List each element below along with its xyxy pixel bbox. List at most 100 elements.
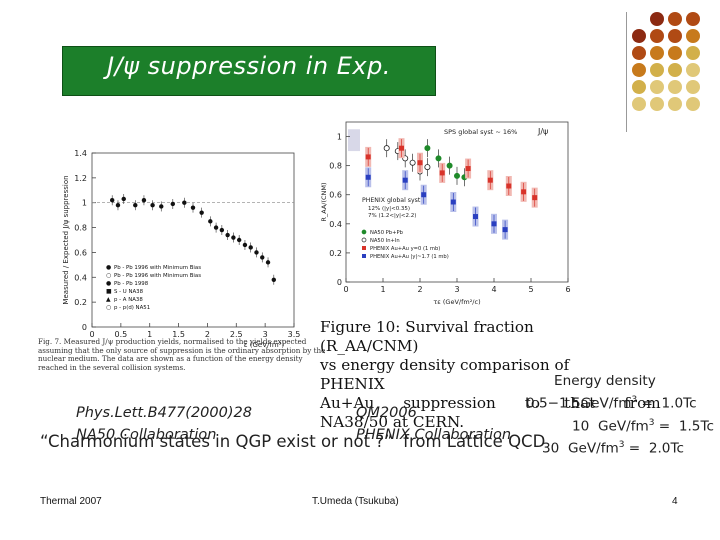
y-tick-label: 0.6 (329, 191, 342, 200)
data-point (487, 177, 493, 183)
x-tick-label: 5 (528, 285, 533, 294)
data-point (473, 214, 478, 220)
x-tick-label: 4 (491, 285, 496, 294)
y-axis-label: Measured / Expected J/ψ suppression (62, 175, 70, 304)
data-point (159, 204, 164, 209)
data-point (213, 225, 219, 230)
y-tick-label: 0.8 (329, 162, 342, 171)
energy-value: 10 GeV/fm (572, 418, 649, 435)
x-tick-label: 1 (147, 330, 152, 339)
x-tick-label: 3 (263, 330, 268, 339)
y-tick-label: 0 (82, 323, 87, 332)
legend-symbol: ○ (106, 272, 111, 279)
decorative-dot (668, 12, 682, 26)
legend-entry: NA50 Pb+Pb (370, 230, 404, 236)
left-reference-collab: NA50 Collaboration (76, 427, 217, 443)
energy-heading: Energy density (554, 373, 656, 389)
y-tick-label: 0.4 (74, 273, 87, 282)
decorative-dot (668, 80, 682, 94)
energy-value: 0.5−1.5GeV/fm (526, 395, 632, 412)
x-axis-label: ε (GeV/fm³) (244, 341, 285, 349)
decorative-dot (668, 63, 682, 77)
legend-entry: Pb - Pb 1998 (114, 281, 149, 287)
decorative-dot (686, 46, 700, 60)
y-tick-label: 1.4 (74, 149, 87, 158)
decorative-dot (686, 12, 700, 26)
energy-eq: = 2.0Tc (624, 440, 684, 457)
data-point (402, 177, 408, 183)
energy-row: 10 GeV/fm3 = 1.5Tc (526, 414, 714, 437)
decorative-dot (632, 63, 646, 77)
plot-frame (91, 152, 295, 328)
data-point (150, 203, 155, 208)
data-point (532, 195, 538, 201)
legend-entry: S - U NA38 (114, 289, 144, 295)
data-point (182, 200, 187, 205)
energy-eq: = 1.5Tc (654, 418, 714, 435)
legend-entry: Pb - Pb 1996 with Minimum Bias (114, 273, 201, 279)
legend-entry: PHENIX Au+Au |y|~1.7 (1 mb) (370, 254, 449, 260)
decorative-dot (632, 80, 646, 94)
energy-row: 30 GeV/fm3 = 2.0Tc (526, 436, 714, 459)
decorative-dot (632, 46, 646, 60)
decorative-dot (650, 12, 664, 26)
x-tick-label: 1 (380, 285, 385, 294)
y-tick-label: 0 (337, 278, 342, 287)
data-point (190, 205, 196, 210)
decorative-dot (650, 80, 664, 94)
data-point (435, 155, 442, 162)
legend-entry: Pb - Pb 1996 with Minimum Bias (114, 265, 201, 271)
x-tick-label: 2.5 (230, 330, 243, 339)
x-tick-label: 2 (205, 330, 210, 339)
footer-conference: Thermal 2007 (40, 496, 102, 507)
legend-symbol: ● (106, 280, 111, 287)
data-point (502, 227, 508, 233)
phenix-survival-plot: 0 0.2 0.4 0.6 0.8 1 0 1 2 3 4 5 6 τε (GeV/fm²/c) R_AA/… (320, 121, 571, 306)
sps-syst-label: SPS global syst ~ 16% (444, 128, 517, 136)
decorative-dot (632, 97, 646, 111)
decorative-dot (668, 29, 682, 43)
data-point (219, 227, 225, 233)
data-point (236, 237, 242, 243)
data-point (521, 189, 527, 195)
syst-band (348, 129, 360, 152)
data-point (248, 245, 253, 250)
y-tick-label: 0.2 (329, 249, 342, 258)
left-reference: Phys.Lett.B477(2000)28 NA50 Collaboratio… (76, 402, 252, 446)
legend-entry: p - p(d) NA51 (114, 305, 150, 311)
legend-swatch (362, 254, 366, 258)
data-point (242, 242, 248, 248)
energy-value: 30 GeV/fm (542, 440, 619, 457)
slide-title: J/ψ suppression in Exp. (107, 52, 391, 80)
phenix-syst-label: 7% (1.2<|y|<2.2) (368, 213, 416, 219)
phenix-syst-label: 12% (|y|<0.35) (368, 206, 410, 212)
y-tick-label: 0.4 (329, 220, 342, 229)
energy-unit-exp: 3 (648, 417, 655, 428)
x-tick-label: 1.5 (172, 330, 185, 339)
footer-author: T.Umeda (Tsukuba) (312, 496, 399, 507)
data-point (383, 145, 390, 152)
data-point (208, 219, 213, 224)
y-tick-label: 0.8 (74, 224, 87, 233)
data-point (265, 260, 271, 265)
caption-line: NA38/50 at CERN. (320, 413, 465, 431)
legend-swatch (361, 229, 367, 235)
data-point (465, 166, 471, 172)
legend-swatch (362, 246, 366, 250)
data-point (450, 199, 456, 205)
x-tick-label: 2 (417, 285, 422, 294)
y-tick-label: 0.2 (74, 298, 87, 307)
y-tick-label: 1 (337, 133, 342, 142)
mid-reference: QM2006 PHENIX Collaboration (356, 402, 511, 446)
x-tick-label: 0 (89, 330, 94, 339)
decorative-divider (626, 12, 627, 132)
data-point (254, 250, 259, 255)
decorative-dot (668, 97, 682, 111)
energy-unit-exp: 3 (618, 440, 625, 451)
y-axis-label: R_AA/(CNM) (320, 182, 328, 221)
data-point (506, 183, 512, 189)
data-point (424, 164, 431, 171)
legend-entry: PHENIX Au+Au y=0 (1 mb) (370, 246, 440, 252)
na50-suppression-plot: 0 0.2 0.4 0.6 0.8 1 1.2 1.4 0 0.5 1 1.5 2 2.5 3 3.5ε (G… (62, 149, 300, 349)
x-tick-label: 0 (343, 285, 348, 294)
